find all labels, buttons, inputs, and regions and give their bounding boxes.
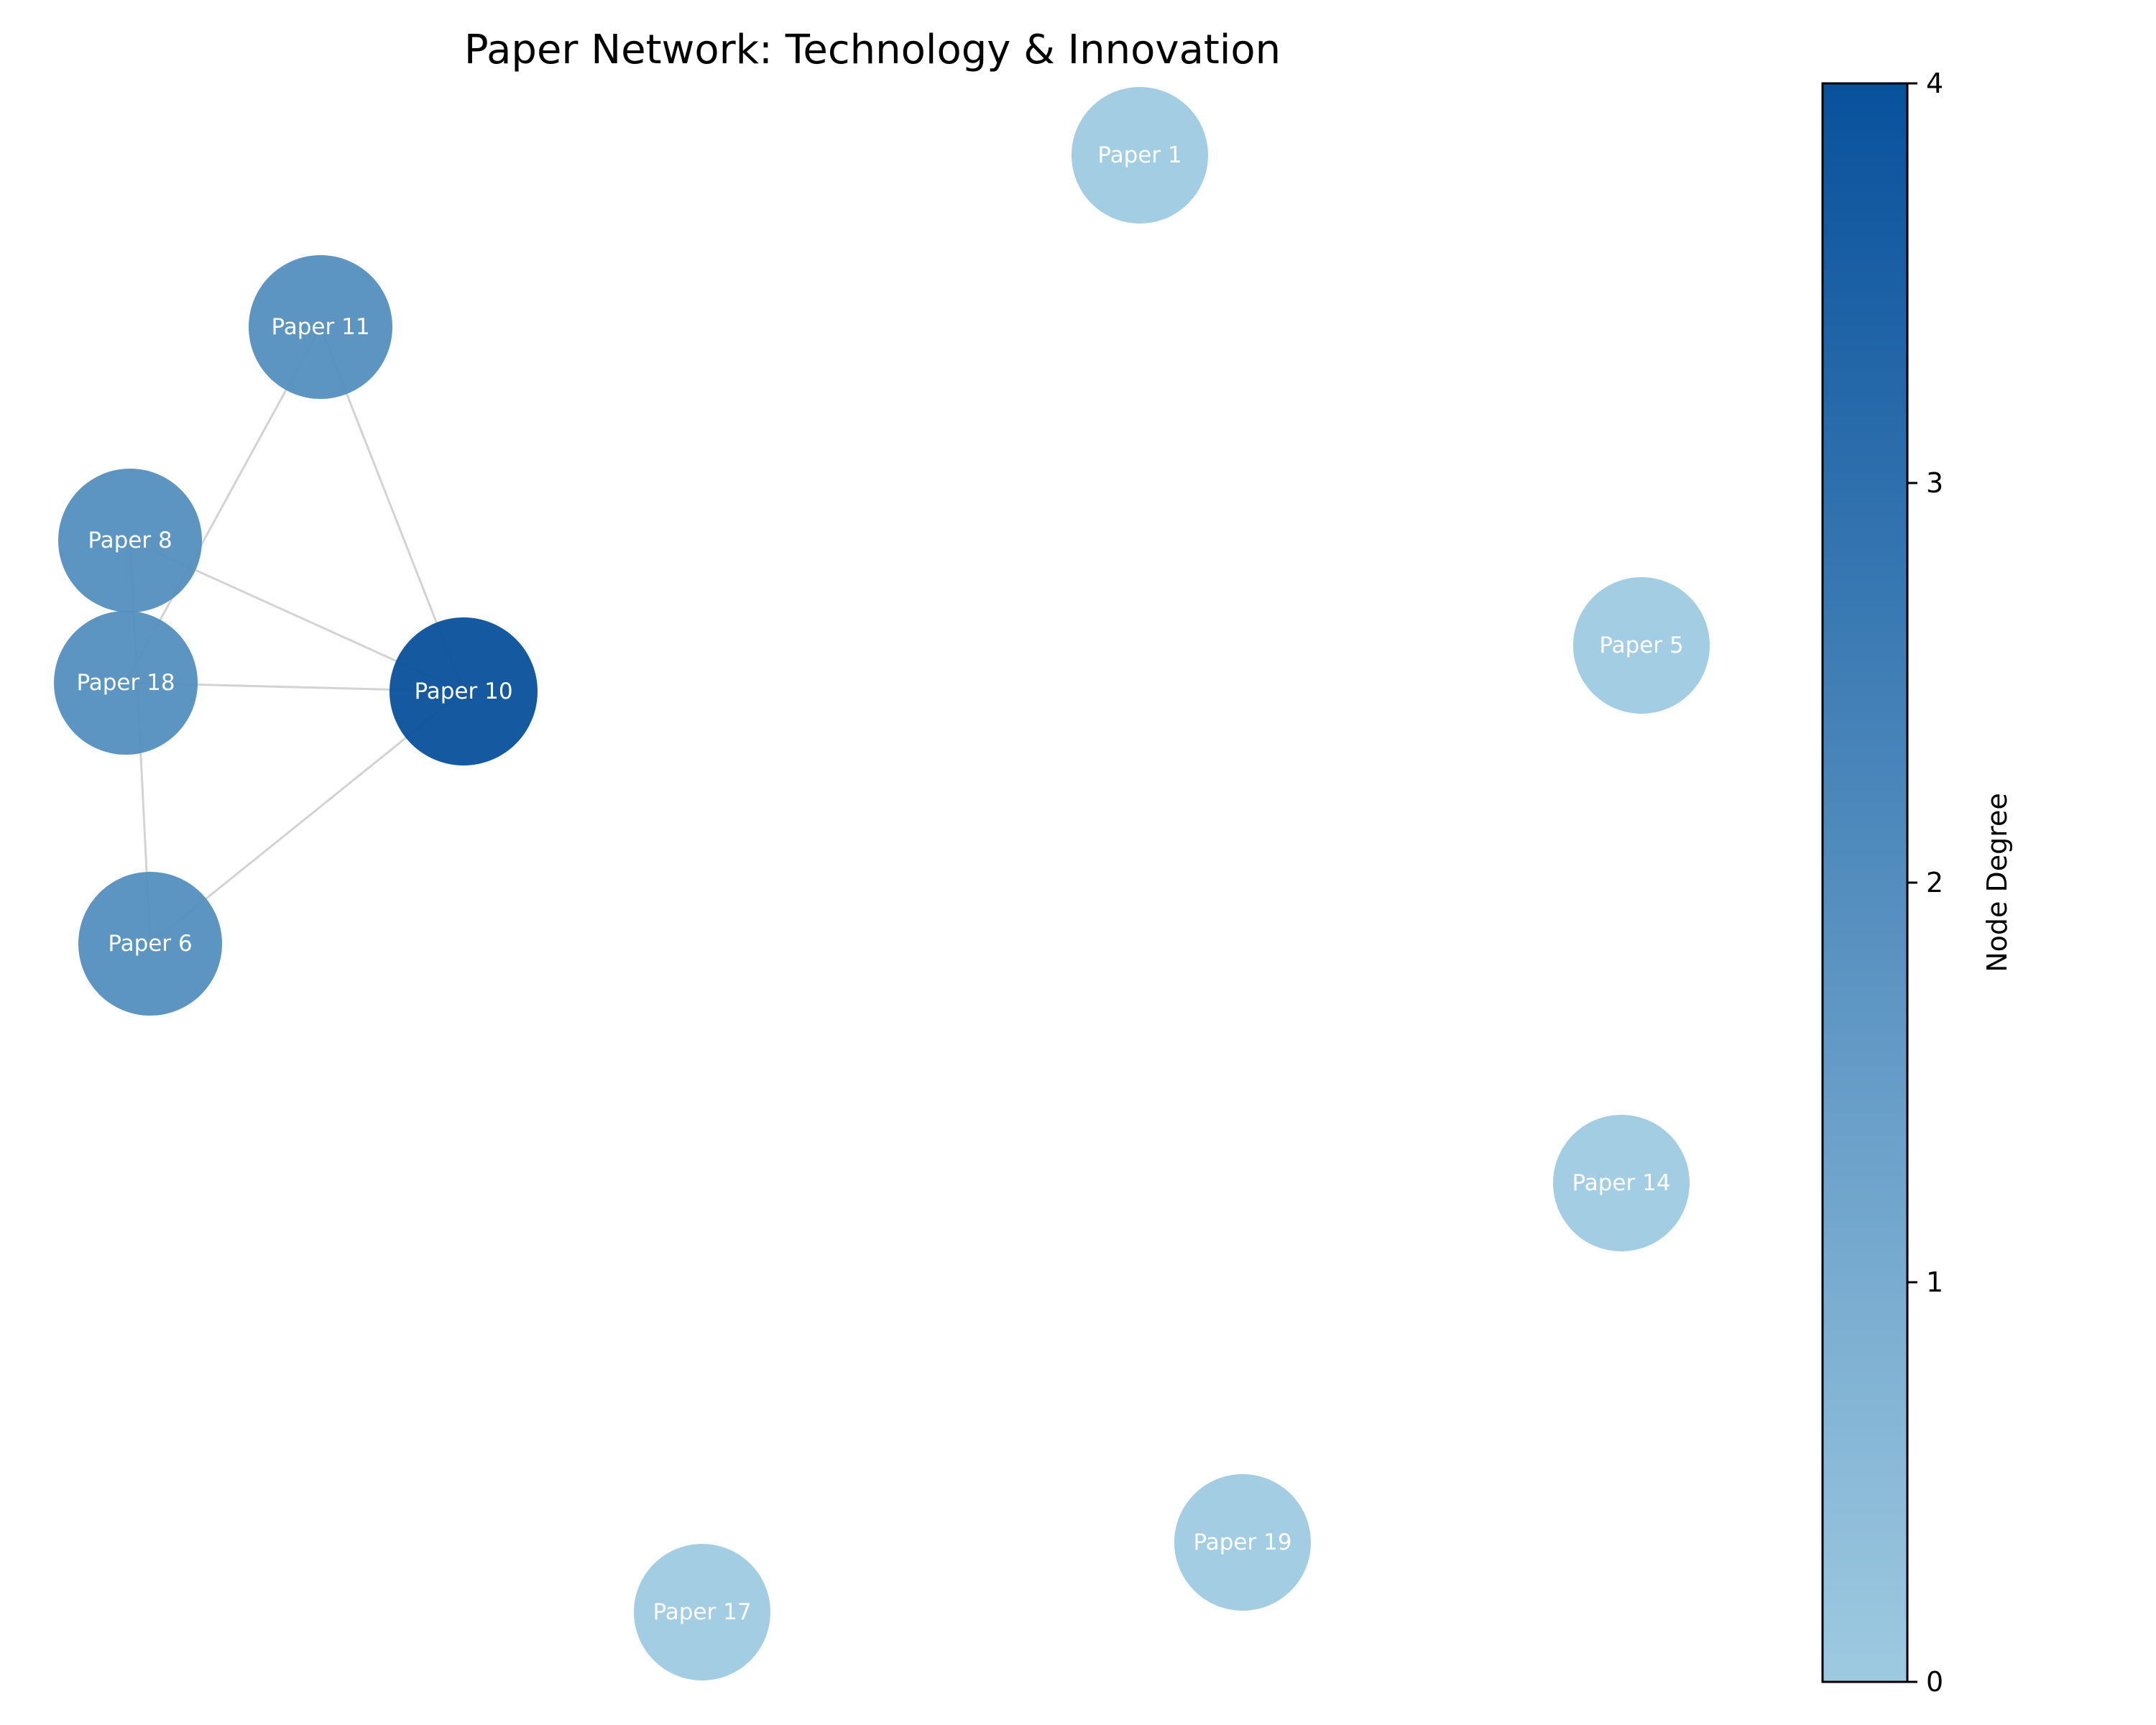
node-circle — [58, 469, 202, 612]
node-p1: Paper 1 — [1072, 87, 1208, 224]
node-p5: Paper 5 — [1573, 577, 1710, 714]
chart-title: Paper Network: Technology & Innovation — [464, 27, 1281, 73]
colorbar-tick-label: 1 — [1926, 1266, 1943, 1298]
node-layer: Paper 1 Paper 11 Paper 8 Paper 18 Paper 10 Pa… — [54, 87, 1710, 1680]
node-label: Paper 17 — [653, 1599, 751, 1625]
node-p19: Paper 19 — [1174, 1474, 1311, 1611]
node-label: Paper 19 — [1193, 1530, 1291, 1555]
node-p14: Paper 14 — [1553, 1115, 1690, 1251]
colorbar-tick-label: 0 — [1926, 1666, 1943, 1698]
node-label: Paper 10 — [414, 678, 512, 704]
colorbar: 0 1 2 3 4 Node Degree — [1821, 68, 2013, 1698]
node-label: Paper 14 — [1572, 1170, 1670, 1196]
node-circle — [78, 872, 222, 1016]
colorbar-tick-label: 2 — [1926, 867, 1943, 898]
node-circle — [249, 255, 392, 399]
node-p8: Paper 8 — [58, 469, 202, 612]
node-circle — [1553, 1115, 1690, 1251]
node-label: Paper 18 — [76, 670, 175, 696]
node-label: Paper 5 — [1599, 632, 1683, 658]
colorbar-label: Node Degree — [1981, 793, 2013, 972]
node-circle — [1573, 577, 1710, 714]
node-circle — [1072, 87, 1208, 224]
colorbar-gradient — [1821, 82, 1909, 1683]
node-p10: Paper 10 — [390, 617, 538, 765]
node-circle — [634, 1544, 770, 1680]
node-p6: Paper 6 — [78, 872, 222, 1016]
node-p11: Paper 11 — [249, 255, 392, 399]
colorbar-ticks: 0 1 2 3 4 — [1907, 68, 1943, 1698]
node-label: Paper 11 — [271, 314, 369, 340]
node-p17: Paper 17 — [634, 1544, 770, 1680]
colorbar-tick-label: 4 — [1926, 68, 1943, 99]
node-label: Paper 8 — [88, 528, 172, 553]
node-circle — [54, 611, 198, 755]
node-label: Paper 1 — [1097, 142, 1181, 168]
node-circle — [390, 617, 538, 765]
node-circle — [1174, 1474, 1311, 1611]
colorbar-tick-label: 3 — [1926, 467, 1943, 499]
node-p18: Paper 18 — [54, 611, 198, 755]
node-label: Paper 6 — [108, 931, 192, 957]
